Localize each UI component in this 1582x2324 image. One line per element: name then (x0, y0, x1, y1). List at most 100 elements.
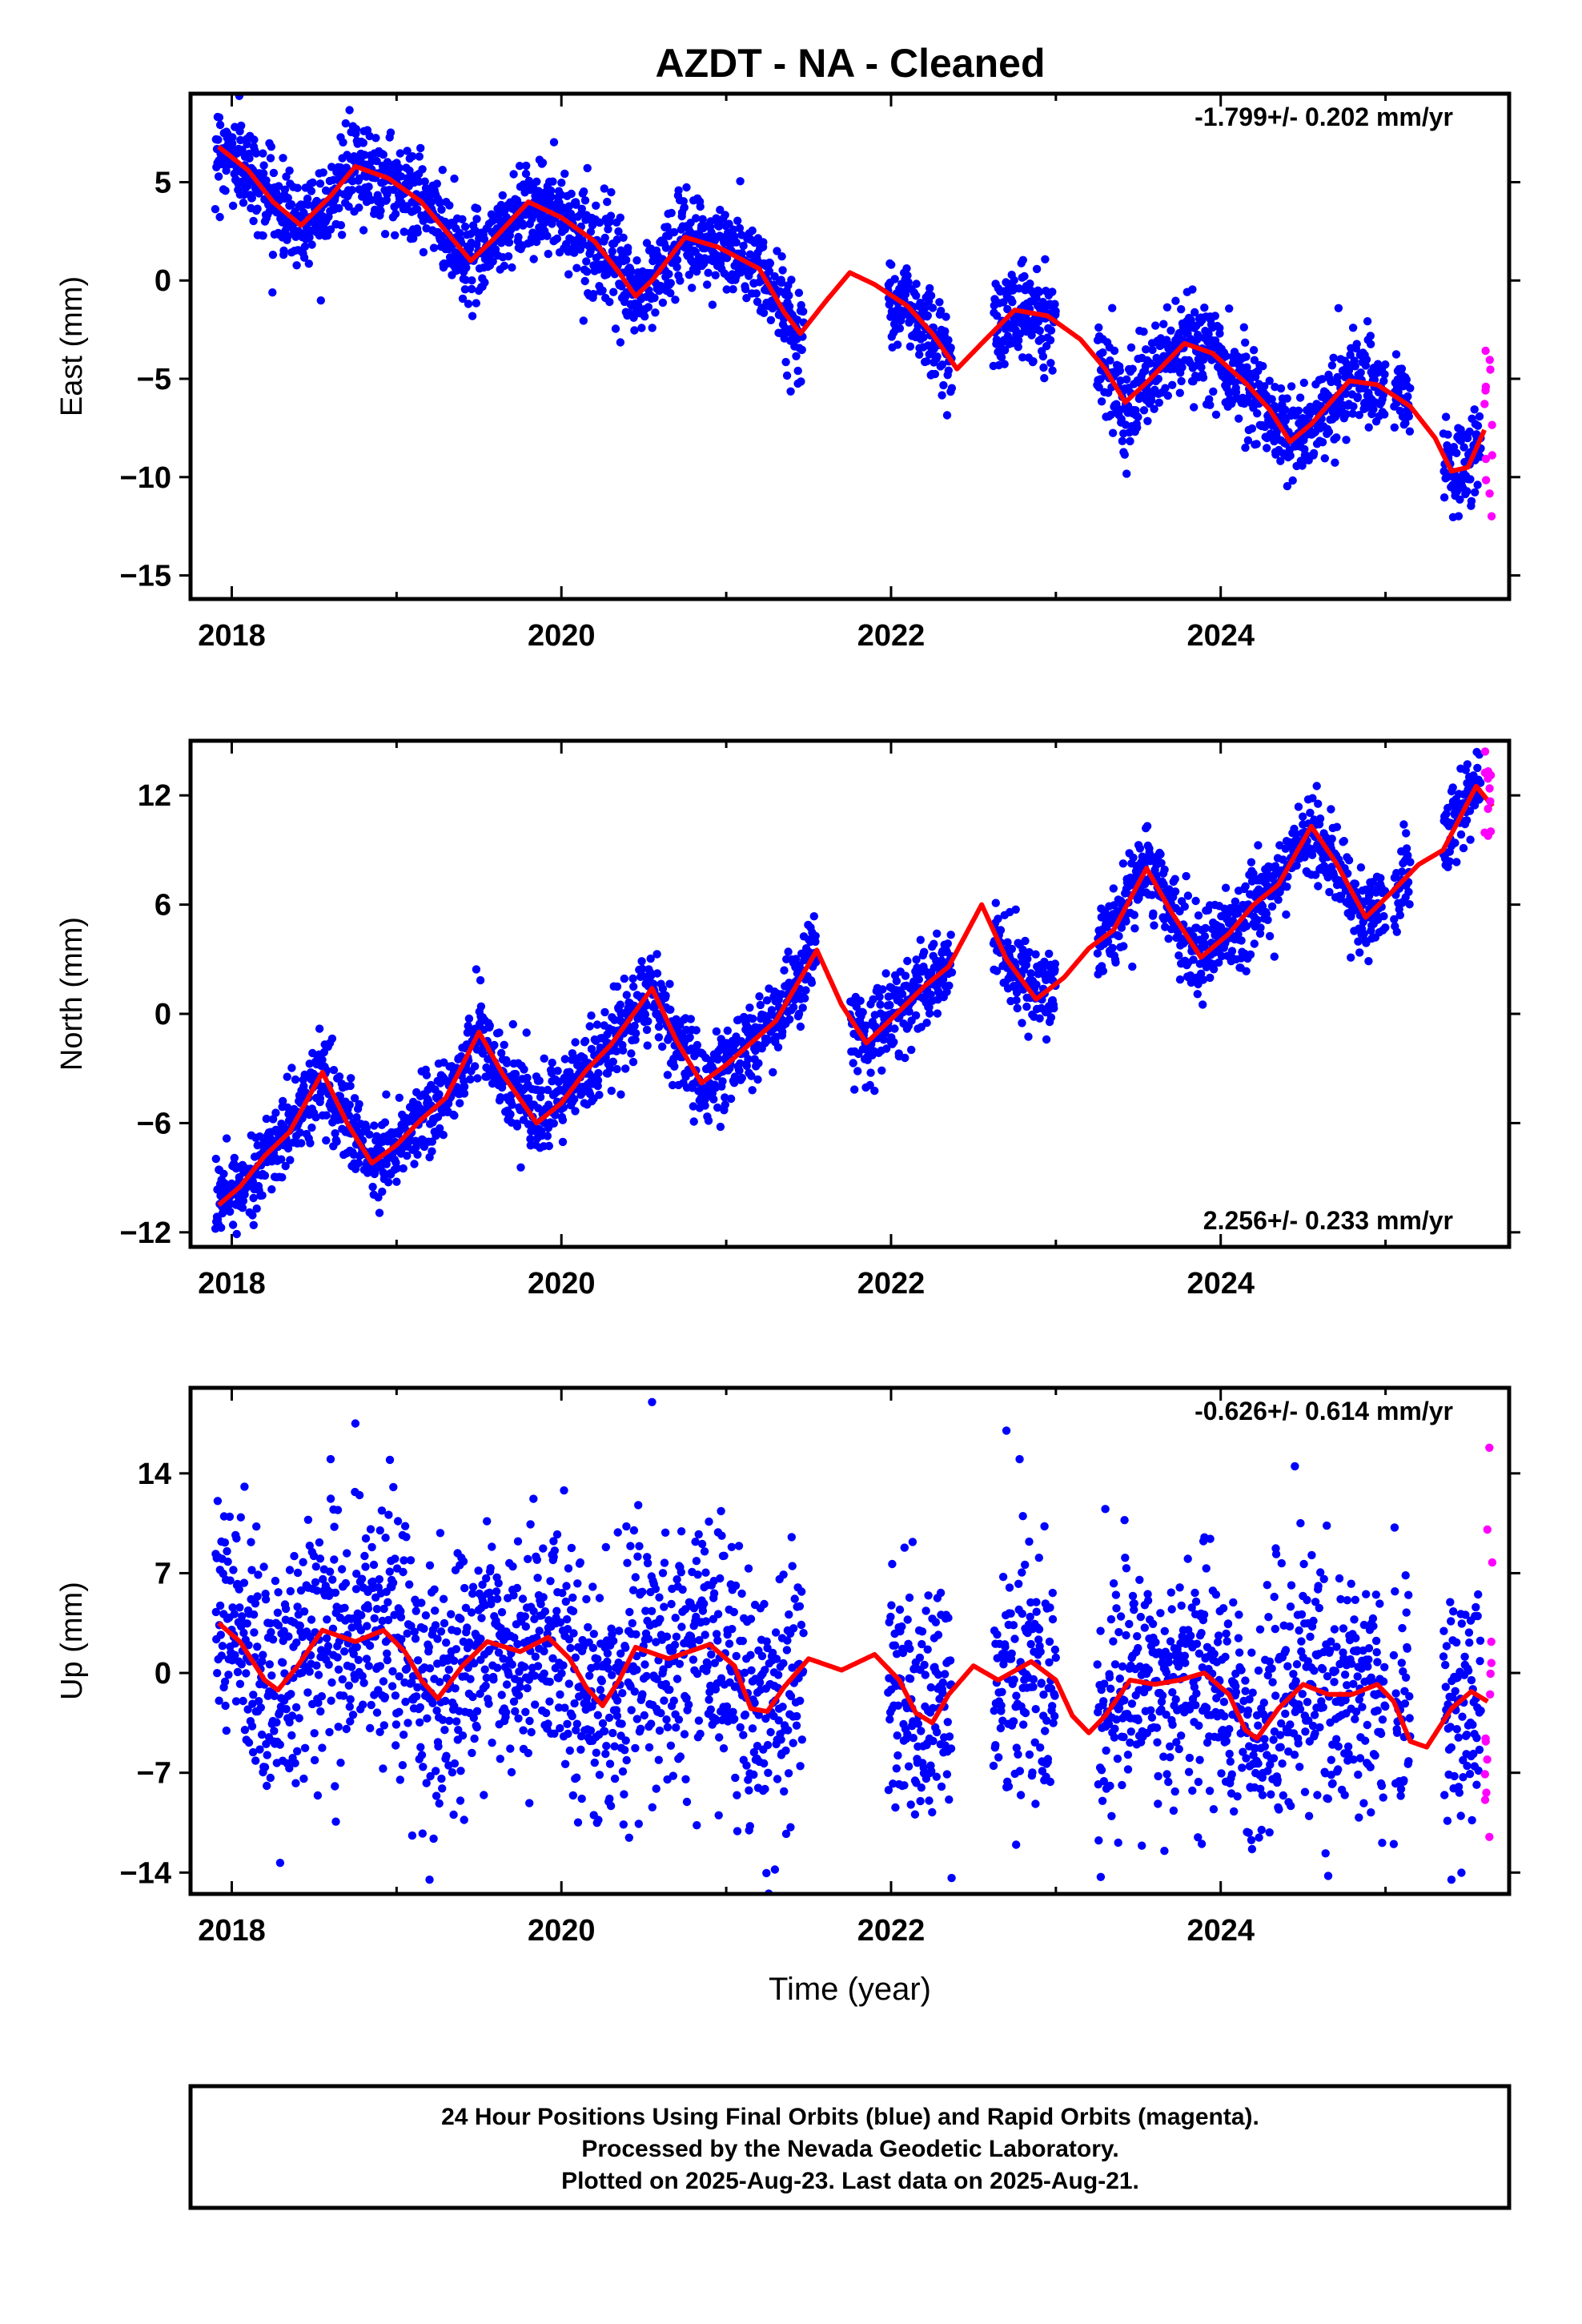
final-orbit-point (769, 1068, 777, 1077)
rapid-orbit-point (1481, 454, 1491, 464)
final-orbit-point (436, 1124, 444, 1133)
final-orbit-point (438, 166, 447, 175)
final-orbit-point (1392, 927, 1402, 936)
final-orbit-point (238, 145, 247, 155)
final-orbit-point (1356, 368, 1365, 377)
x-tick-label: 2022 (857, 619, 926, 653)
final-orbit-point (1279, 855, 1287, 864)
final-orbit-point (911, 1011, 921, 1020)
final-orbit-point (735, 1066, 744, 1076)
final-orbit-point (300, 242, 310, 251)
final-orbit-point (1197, 363, 1206, 372)
final-orbit-point (607, 1086, 616, 1096)
final-orbit-point (250, 1628, 259, 1637)
final-orbit-point (1318, 438, 1327, 447)
final-orbit-point (228, 1603, 237, 1612)
final-orbit-point (238, 1612, 247, 1621)
final-orbit-point (1327, 834, 1336, 843)
final-orbit-point (341, 119, 350, 128)
final-orbit-point (1108, 943, 1117, 953)
final-orbit-point (1021, 936, 1030, 946)
final-orbit-point (1114, 931, 1123, 941)
final-orbit-point (464, 1014, 474, 1023)
final-orbit-point (350, 1094, 359, 1103)
final-orbit-point (858, 1007, 867, 1017)
final-orbit-point (630, 1021, 639, 1031)
final-orbit-point (222, 166, 231, 175)
rapid-orbit-point (1481, 386, 1490, 395)
rapid-orbit-point (1481, 346, 1490, 356)
final-orbit-point (1256, 923, 1265, 932)
final-orbit-point (236, 135, 245, 145)
final-orbit-point (480, 278, 489, 287)
final-orbit-point (1022, 1002, 1031, 1011)
final-orbit-point (232, 1534, 241, 1543)
final-orbit-point (532, 177, 541, 186)
final-orbit-point (237, 121, 246, 131)
final-orbit-point (577, 204, 586, 213)
final-orbit-point (1157, 858, 1166, 868)
final-orbit-point (939, 380, 948, 390)
final-orbit-point (583, 163, 592, 173)
final-orbit-point (543, 1085, 552, 1095)
final-orbit-point (889, 1038, 898, 1047)
final-orbit-point (232, 167, 241, 176)
final-orbit-point (1267, 395, 1276, 404)
final-orbit-point (586, 227, 596, 236)
final-orbit-point (304, 259, 313, 268)
final-orbit-point (248, 1747, 258, 1757)
final-orbit-point (1235, 414, 1243, 423)
final-orbit-point (335, 1072, 344, 1081)
final-orbit-point (930, 369, 940, 379)
final-orbit-point (522, 1028, 531, 1037)
final-orbit-point (1046, 1013, 1056, 1022)
final-orbit-point (418, 165, 427, 174)
final-orbit-point (458, 215, 467, 223)
final-orbit-point (755, 992, 764, 1001)
final-orbit-point (920, 947, 929, 957)
final-orbit-point (239, 1628, 248, 1638)
figure-title: AZDT - NA - Cleaned (655, 41, 1045, 86)
final-orbit-point (870, 1086, 879, 1096)
final-orbit-point (912, 955, 921, 964)
final-orbit-point (1191, 308, 1199, 317)
final-orbit-point (1175, 388, 1185, 397)
final-orbit-point (593, 1076, 603, 1085)
final-orbit-point (1439, 493, 1449, 502)
final-orbit-point (1206, 400, 1215, 409)
final-orbit-point (1122, 375, 1131, 384)
final-orbit-point (529, 255, 538, 263)
final-orbit-point (603, 197, 612, 207)
final-orbit-point (1241, 443, 1250, 452)
final-orbit-point (1242, 352, 1251, 361)
final-orbit-point (1211, 312, 1220, 320)
final-orbit-point (1359, 929, 1368, 939)
final-orbit-point (292, 261, 301, 270)
final-orbit-point (1243, 363, 1251, 372)
final-orbit-point (490, 1040, 499, 1050)
final-orbit-point (666, 288, 675, 298)
final-orbit-point (438, 231, 447, 240)
final-orbit-point (1281, 405, 1290, 414)
final-orbit-point (735, 223, 745, 233)
final-orbit-point (1139, 328, 1148, 336)
final-orbit-point (1315, 814, 1325, 823)
final-orbit-point (1243, 436, 1253, 445)
final-orbit-point (905, 342, 915, 351)
final-orbit-point (1331, 458, 1339, 467)
final-orbit-point (652, 969, 662, 978)
final-orbit-point (1000, 360, 1009, 368)
final-orbit-point (1035, 1014, 1044, 1023)
final-orbit-point (784, 947, 793, 956)
rapid-orbit-point (1487, 512, 1496, 521)
final-orbit-point (445, 201, 454, 210)
final-orbit-point (1130, 911, 1139, 919)
final-orbit-point (1299, 812, 1307, 821)
final-orbit-point (1282, 910, 1291, 919)
final-orbit-point (902, 264, 911, 273)
final-orbit-point (1346, 350, 1355, 360)
final-orbit-point (1255, 929, 1265, 939)
final-orbit-point (558, 1116, 568, 1124)
final-orbit-point (262, 176, 271, 185)
final-orbit-point (877, 1066, 886, 1076)
